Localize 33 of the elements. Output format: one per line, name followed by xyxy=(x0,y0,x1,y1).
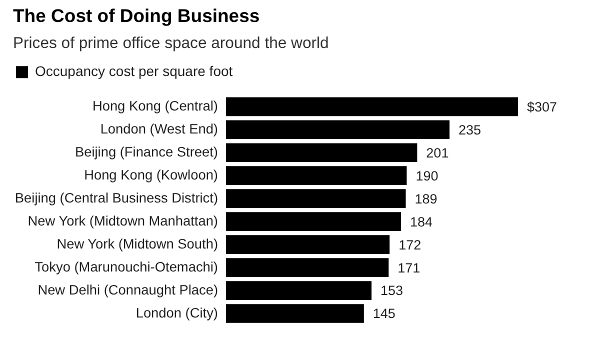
data-label: 171 xyxy=(398,260,420,276)
data-label: 201 xyxy=(426,145,449,160)
bar xyxy=(226,281,372,300)
bar xyxy=(226,120,450,140)
data-label: 145 xyxy=(372,306,396,322)
data-label: 235 xyxy=(458,122,482,138)
y-tick-label: Beijing (Finance Street) xyxy=(74,144,218,160)
bar xyxy=(226,97,518,116)
bar xyxy=(226,258,389,277)
y-tick-label: New Delhi (Connaught Place) xyxy=(38,282,218,298)
chart-title: The Cost of Doing Business xyxy=(13,5,260,26)
chart-subtitle: Prices of prime office space around the world xyxy=(13,35,329,52)
bar xyxy=(226,143,418,162)
data-label: 184 xyxy=(410,214,434,230)
data-label: 153 xyxy=(380,283,404,298)
y-tick-label: New York (Midtown Manhattan) xyxy=(28,213,218,228)
data-label: 190 xyxy=(416,168,438,184)
legend-label: Occupancy cost per square foot xyxy=(35,63,233,80)
y-tick-label: Hong Kong (Kowloon) xyxy=(84,167,218,182)
bar xyxy=(226,212,402,231)
data-label: 172 xyxy=(398,237,422,252)
y-tick-label: Hong Kong (Central) xyxy=(92,98,218,114)
data-label: $307 xyxy=(527,99,558,114)
data-label: 189 xyxy=(414,191,438,206)
bar xyxy=(226,166,407,186)
bar xyxy=(226,235,390,254)
y-tick-label: Tokyo (Marunouchi-Otemachi) xyxy=(34,259,218,274)
bar xyxy=(226,189,406,208)
y-tick-label: London (West End) xyxy=(100,121,218,136)
y-tick-label: Beijing (Central Business District) xyxy=(14,190,218,206)
bar xyxy=(226,304,364,323)
y-tick-label: New York (Midtown South) xyxy=(56,236,218,252)
y-tick-label: London (City) xyxy=(136,305,218,320)
